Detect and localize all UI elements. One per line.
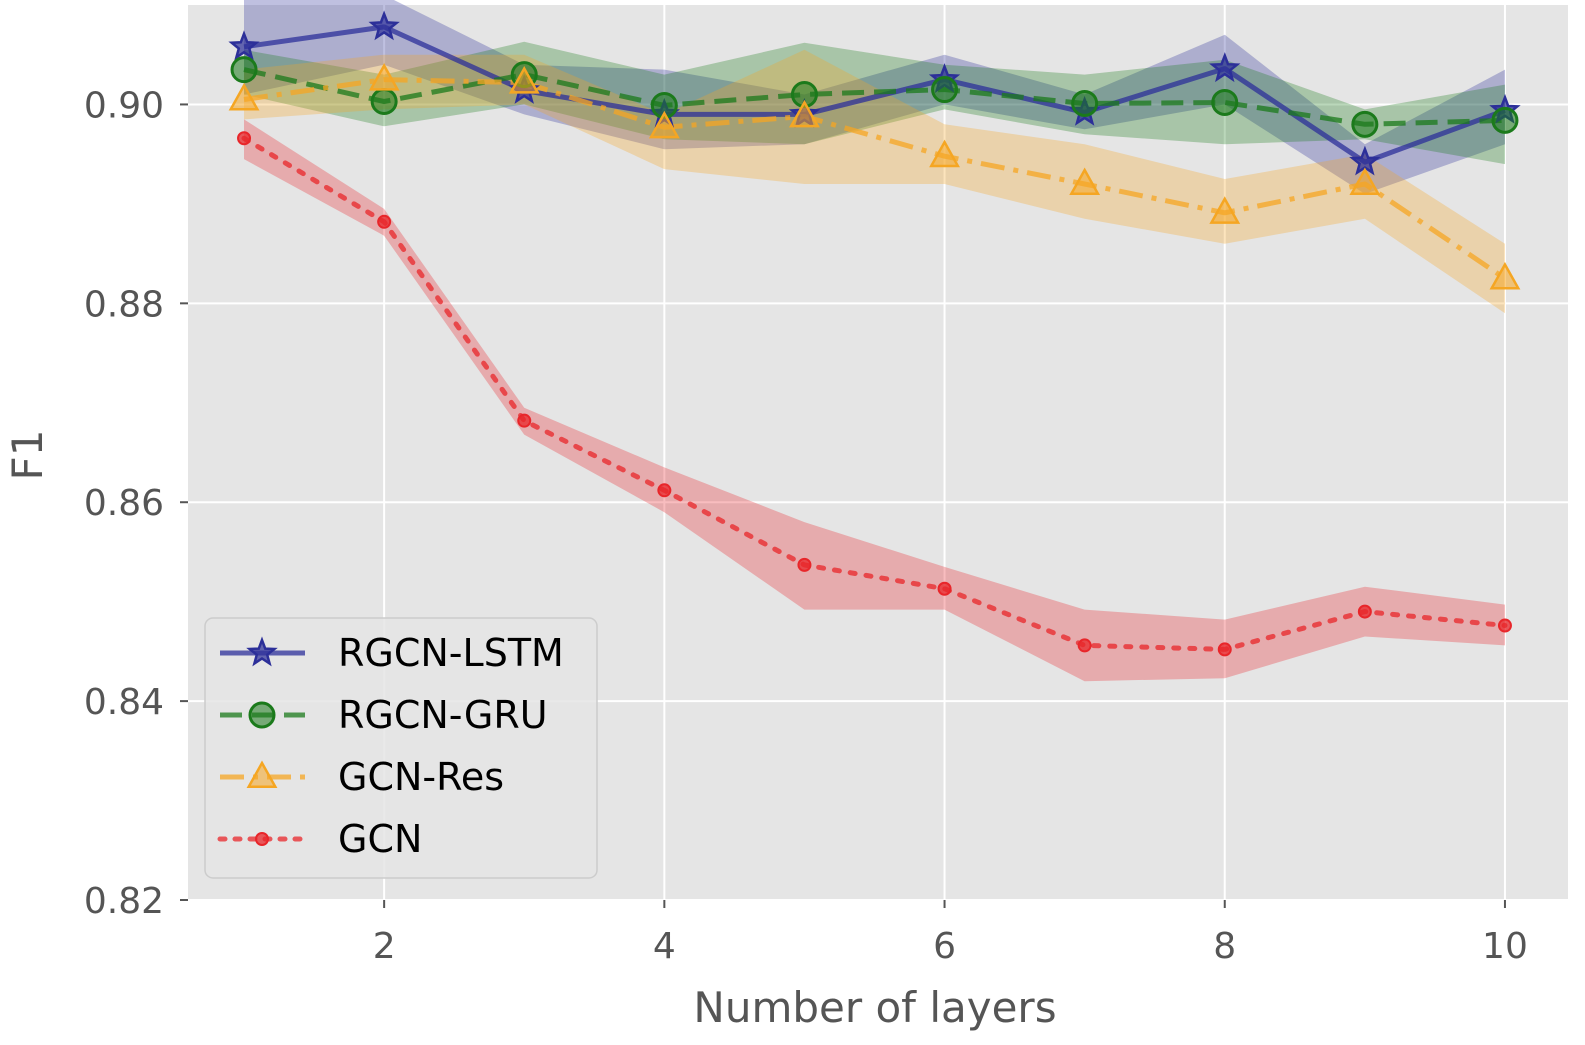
y-tick-label: 0.86 [84,483,164,524]
gcn-marker [657,483,672,498]
gcn-res-marker [648,110,680,139]
x-tick-label: 8 [1213,926,1236,967]
gcn-res-band [244,49,1505,314]
x-tick-label: 4 [653,926,676,967]
rgcn-gru-marker [230,56,258,84]
rgcn-gru-marker [370,87,398,115]
gcn-res-marker [929,139,960,168]
gcn-marker [517,413,532,428]
rgcn-gru-marker [1351,110,1379,138]
gcn-res-marker [228,82,260,111]
gcn-res-marker [1349,167,1381,196]
y-tick-label: 0.90 [84,85,164,126]
gcn-res-marker [789,99,820,128]
legend-label-gcn-res: GCN-Res [338,755,504,799]
legend-label-gcn: GCN [338,817,422,861]
rgcn-lstm-marker [228,30,260,61]
x-tick-label: 2 [373,926,396,967]
legend-label-rgcn-gru: RGCN-GRU [338,693,548,737]
y-axis-title: F1 [3,430,52,481]
gcn-band [244,119,1505,682]
rgcn-gru-marker [931,76,959,104]
gcn-marker [1357,604,1372,619]
y-axis-ticks: 0.82 0.84 0.86 0.88 0.90 [84,85,188,922]
gcn-marker [1217,642,1232,657]
rgcn-lstm-marker [368,10,400,41]
gcn-res-marker [1069,167,1101,196]
rgcn-gru-marker [1211,88,1239,116]
legend-marker-gcn [255,832,269,846]
x-tick-label: 6 [933,926,956,967]
legend-marker-gcn-res [246,760,278,789]
x-tick-label: 10 [1482,926,1528,967]
gcn-marker [237,131,252,146]
gcn-marker [377,214,392,229]
legend: RGCN-LSTM RGCN-GRU GCN-Res GCN [204,617,598,879]
gcn-res-line [243,77,1507,281]
gcn-marker [1077,638,1092,653]
rgcn-gru-marker [1491,106,1519,134]
series-markers [228,10,1521,657]
x-axis-title: Number of layers [693,983,1056,1032]
gcn-marker [1497,618,1512,633]
legend-marker-rgcn-gru [248,701,276,729]
x-axis-ticks: 2 4 6 8 10 [373,900,1528,967]
y-tick-label: 0.84 [84,682,164,723]
rgcn-gru-line [243,67,1506,127]
gcn-marker [797,557,812,572]
gcn-res-marker [508,66,540,94]
gcn-res-marker [1489,261,1521,290]
y-tick-label: 0.82 [84,881,164,922]
rgcn-gru-band [244,41,1505,165]
gcn-res-marker [1209,196,1241,224]
rgcn-lstm-marker [1209,52,1241,83]
legend-label-rgcn-lstm: RGCN-LSTM [338,631,564,675]
y-tick-label: 0.88 [84,284,164,325]
legend-box [204,617,598,879]
series-lines [241,24,1508,652]
gcn-marker [937,581,952,596]
gcn-res-marker [368,63,400,91]
legend-marker-rgcn-lstm [246,636,278,667]
rgcn-gru-marker [1071,89,1099,117]
